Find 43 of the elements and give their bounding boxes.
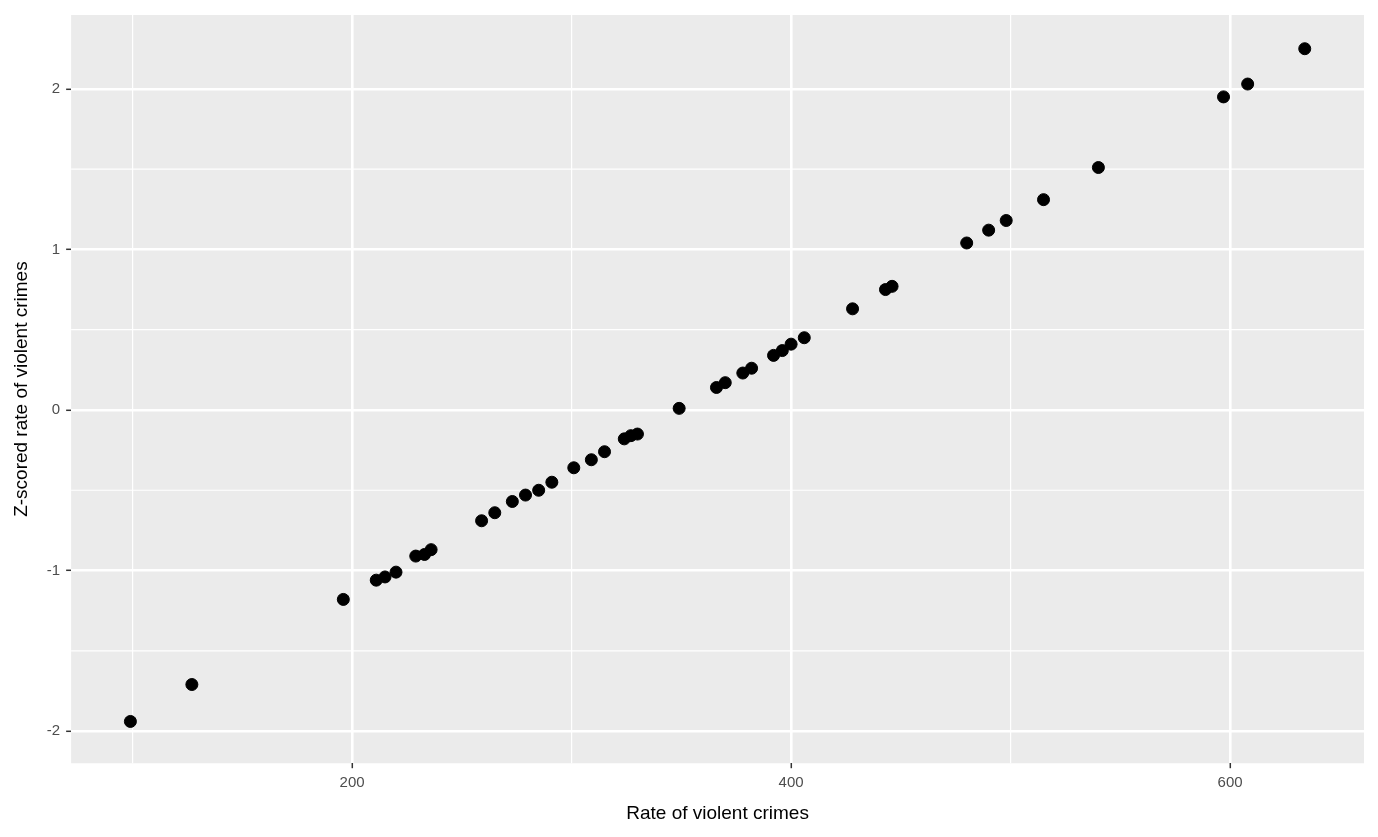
point xyxy=(185,678,199,692)
point xyxy=(672,401,686,415)
point xyxy=(532,483,546,497)
point xyxy=(584,453,598,467)
point xyxy=(1298,42,1312,56)
y-tick-label: 1 xyxy=(51,239,61,257)
point xyxy=(336,592,350,606)
point xyxy=(519,488,533,502)
point xyxy=(709,380,723,394)
point xyxy=(424,543,438,557)
point xyxy=(475,514,489,528)
point xyxy=(488,506,502,520)
point xyxy=(123,714,137,728)
point xyxy=(885,279,899,293)
point xyxy=(1091,161,1105,175)
point xyxy=(630,427,644,441)
point xyxy=(567,461,581,475)
point xyxy=(545,475,559,489)
x-axis-title: Rate of violent crimes xyxy=(626,801,809,823)
point xyxy=(1217,90,1231,104)
point xyxy=(745,361,759,375)
point xyxy=(784,337,798,351)
point xyxy=(598,445,612,459)
point xyxy=(797,331,811,345)
x-tick-label: 200 xyxy=(339,773,365,791)
x-tick-label: 400 xyxy=(778,773,804,791)
point xyxy=(1037,193,1051,207)
point xyxy=(775,344,789,358)
point xyxy=(982,223,996,237)
y-tick-label: 2 xyxy=(51,79,61,96)
y-tick-label: -2 xyxy=(46,721,61,739)
x-tick-label: 600 xyxy=(1217,773,1243,791)
point xyxy=(505,494,519,508)
y-axis-title: Z-scored rate of violent crimes xyxy=(9,261,31,517)
point xyxy=(999,214,1013,228)
point xyxy=(960,236,974,250)
y-tick-label: 0 xyxy=(51,400,61,418)
point xyxy=(846,302,860,316)
point xyxy=(389,565,403,579)
point xyxy=(1241,77,1255,91)
point xyxy=(378,570,392,584)
point xyxy=(718,376,732,390)
y-tick-label: -1 xyxy=(46,560,61,578)
